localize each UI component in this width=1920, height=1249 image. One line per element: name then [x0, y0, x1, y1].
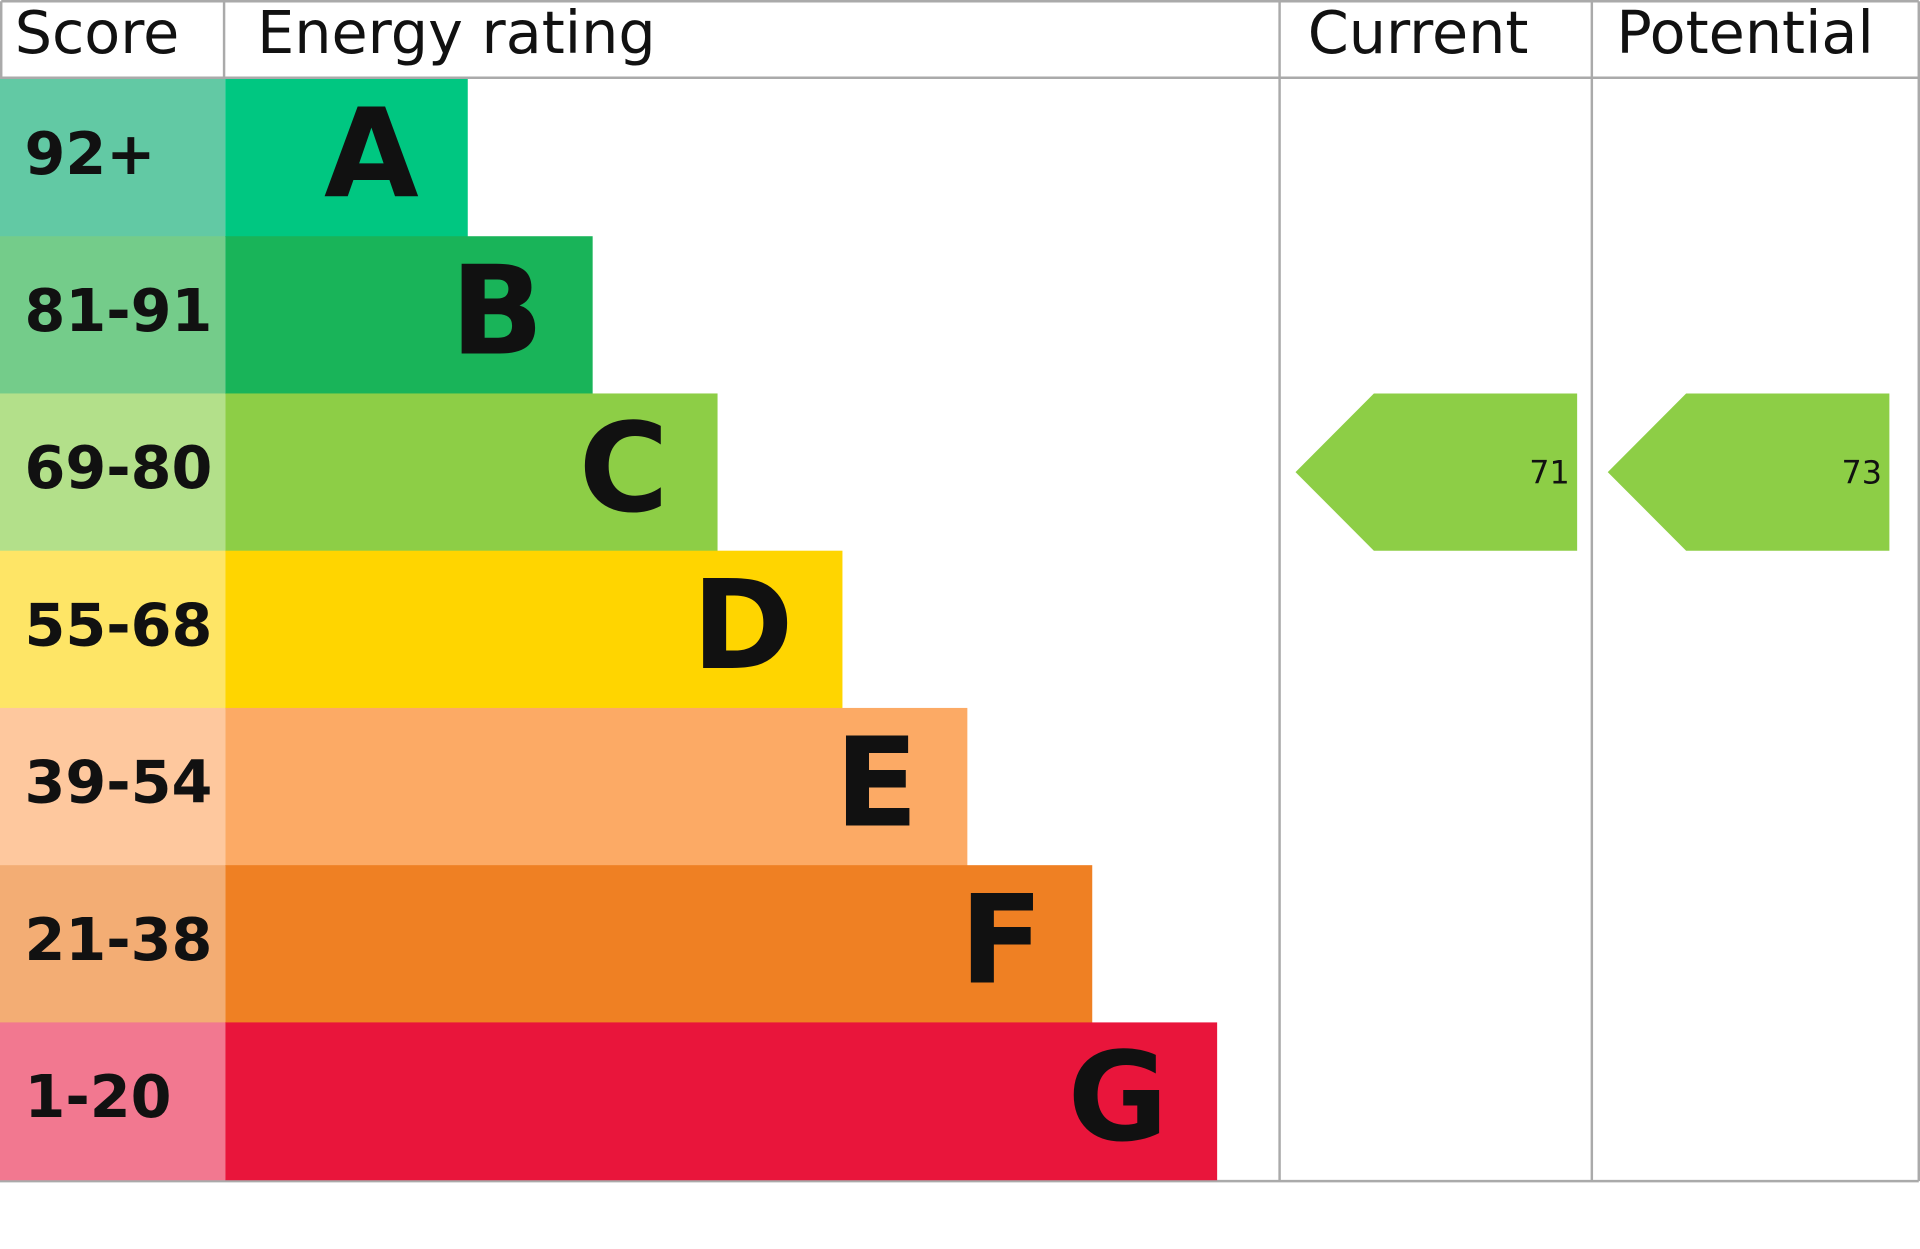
band-bar	[225, 865, 1093, 1024]
score-cell	[0, 236, 226, 395]
band-bar	[225, 236, 593, 395]
current-value: 71	[1529, 453, 1570, 491]
score-label: 1-20	[24, 1062, 171, 1131]
score-cell	[0, 393, 226, 552]
band-bar	[225, 1022, 1218, 1181]
score-cell	[0, 707, 226, 866]
band-letter: B	[450, 239, 543, 383]
band-bar	[225, 78, 468, 237]
score-label: 39-54	[24, 748, 212, 817]
band-bar	[225, 550, 843, 709]
potential-header: Potential	[1616, 0, 1873, 67]
score-header: Score	[15, 0, 180, 67]
current-arrow	[1295, 393, 1578, 551]
band-bar	[225, 393, 718, 552]
current-header: Current	[1308, 0, 1529, 67]
score-cell	[0, 78, 226, 237]
band-letter: A	[324, 82, 419, 226]
potential-arrow	[1607, 393, 1890, 551]
score-label: 92+	[24, 119, 155, 188]
band-letter: D	[692, 554, 794, 698]
score-cell	[0, 1022, 226, 1181]
score-cell	[0, 865, 226, 1024]
score-label: 21-38	[24, 905, 212, 974]
frame	[0, 0, 1920, 1183]
score-label: 55-68	[24, 590, 212, 659]
rating-header: Energy rating	[257, 0, 656, 67]
band-letter: E	[835, 711, 919, 855]
score-cell	[0, 550, 226, 709]
potential-value: 73	[1842, 453, 1883, 491]
score-label: 81-91	[24, 276, 212, 345]
score-label: 69-80	[24, 433, 212, 502]
band-letter: G	[1068, 1025, 1169, 1169]
band-letter: F	[960, 868, 1044, 1012]
band-letter: C	[579, 396, 669, 540]
band-bar	[225, 707, 968, 866]
